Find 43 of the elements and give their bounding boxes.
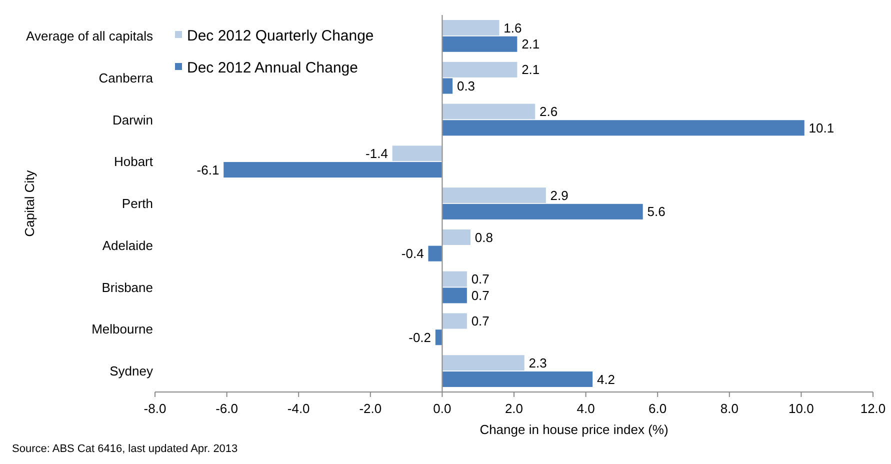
data-label: 5.6	[647, 204, 666, 220]
x-axis-title: Change in house price index (%)	[480, 422, 668, 437]
y-tick-label: Brisbane	[102, 280, 153, 295]
y-tick-label: Darwin	[112, 112, 153, 128]
y-tick-label: Perth	[122, 196, 153, 212]
y-tick-label: Adelaide	[102, 238, 153, 253]
x-tick-label: 6.0	[648, 401, 667, 416]
y-tick-label: Melbourne	[92, 322, 153, 337]
data-label: 0.7	[471, 288, 490, 303]
data-label: -0.2	[408, 330, 432, 345]
data-label: 0.8	[474, 230, 493, 245]
x-tick-label: 2.0	[504, 401, 524, 416]
data-label: 4.2	[596, 372, 616, 387]
legend-label: Dec 2012 Annual Change	[187, 59, 358, 76]
data-label: 0.3	[456, 78, 476, 94]
data-label: -1.4	[366, 146, 388, 161]
data-label: 0.7	[471, 314, 490, 329]
y-axis-title: Capital City	[22, 170, 37, 237]
legend-label: Dec 2012 Quarterly Change	[187, 27, 374, 44]
data-label: 2.1	[522, 36, 540, 52]
y-tick-label: Average of all capitals	[26, 28, 154, 44]
data-label: 1.6	[504, 20, 522, 36]
data-label: 2.9	[550, 188, 568, 203]
x-tick-label: -8.0	[144, 401, 166, 416]
x-tick-label: 4.0	[576, 401, 595, 416]
data-label: 2.3	[528, 355, 547, 370]
x-tick-label: 12.0	[860, 401, 886, 416]
data-label: 0.7	[471, 272, 490, 287]
y-tick-label: Canberra	[98, 70, 154, 86]
data-label: 2.6	[540, 104, 558, 120]
x-tick-label: 0.0	[433, 401, 452, 416]
data-label: 2.1	[522, 62, 540, 78]
data-label: -0.4	[401, 246, 424, 262]
x-tick-label: 8.0	[720, 401, 738, 416]
x-tick-label: -2.0	[359, 401, 382, 416]
data-label: -6.1	[196, 162, 220, 178]
y-tick-label: Sydney	[110, 364, 154, 379]
y-tick-label: Hobart	[114, 154, 154, 170]
source-note: Source: ABS Cat 6416, last updated Apr. 2013	[12, 443, 238, 455]
x-tick-label: 10.0	[788, 401, 814, 416]
x-tick-label: -6.0	[216, 401, 238, 416]
data-label: 10.1	[808, 120, 834, 136]
x-tick-label: -4.0	[287, 401, 310, 416]
